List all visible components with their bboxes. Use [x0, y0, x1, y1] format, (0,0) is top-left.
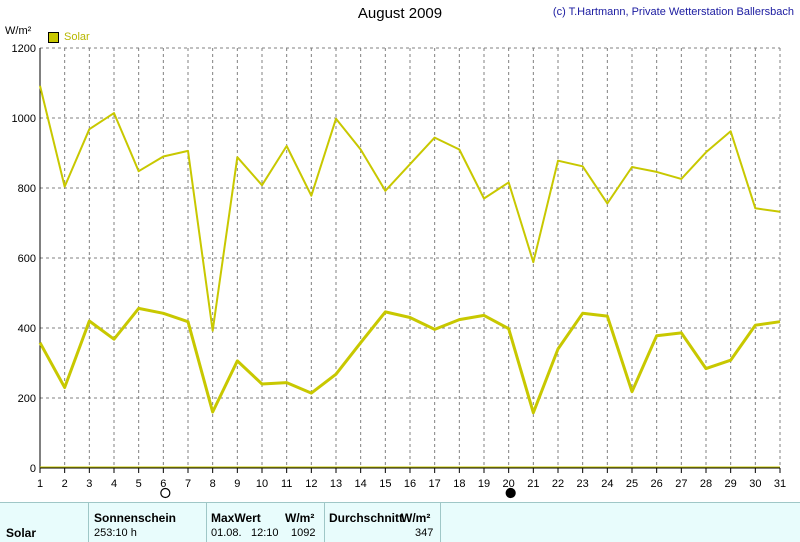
x-tick-label: 12 [305, 478, 317, 490]
x-tick-label: 23 [577, 478, 589, 490]
x-tick-label: 17 [429, 478, 441, 490]
summary-panel: Solar Sonnenschein 253:10 h MaxWert W/m²… [0, 502, 800, 542]
x-tick-label: 30 [749, 478, 761, 490]
x-tick-label: 10 [256, 478, 268, 490]
y-tick-label: 600 [18, 253, 36, 265]
x-tick-label: 22 [552, 478, 564, 490]
x-tick-label: 16 [404, 478, 416, 490]
x-tick-label: 24 [601, 478, 613, 490]
y-tick-label: 800 [18, 183, 36, 195]
max-time: 12:10 [251, 527, 279, 539]
x-tick-label: 13 [330, 478, 342, 490]
x-tick-label: 7 [185, 478, 191, 490]
avg-cell: Durchschnitt W/m² 347 [325, 503, 441, 542]
max-value: 1092 [291, 527, 315, 539]
sunshine-cell: Sonnenschein 253:10 h [89, 503, 207, 542]
x-tick-label: 4 [111, 478, 117, 490]
x-tick-label: 15 [379, 478, 391, 490]
y-tick-label: 400 [18, 323, 36, 335]
x-tick-label: 20 [503, 478, 515, 490]
x-tick-label: 29 [725, 478, 737, 490]
x-tick-label: 27 [675, 478, 687, 490]
new-moon-icon [506, 489, 515, 498]
x-tick-label: 31 [774, 478, 786, 490]
max-cell: MaxWert W/m² 01.08. 12:10 1092 [207, 503, 325, 542]
full-moon-icon [161, 489, 170, 498]
x-tick-label: 9 [234, 478, 240, 490]
x-tick-label: 5 [136, 478, 142, 490]
summary-label-cell: Solar [0, 503, 89, 542]
x-tick-label: 11 [281, 478, 292, 490]
x-tick-label: 8 [210, 478, 216, 490]
avg-unit: W/m² [401, 511, 430, 525]
x-tick-label: 21 [527, 478, 539, 490]
x-tick-label: 14 [355, 478, 367, 490]
y-tick-label: 1200 [12, 43, 36, 55]
y-tick-label: 1000 [12, 113, 36, 125]
x-tick-label: 26 [651, 478, 663, 490]
sunshine-header: Sonnenschein [94, 511, 176, 525]
x-tick-label: 28 [700, 478, 712, 490]
x-tick-label: 19 [478, 478, 490, 490]
y-tick-label: 0 [30, 463, 36, 475]
avg-value: 347 [415, 527, 433, 539]
max-header: MaxWert [211, 511, 261, 525]
x-tick-label: 2 [62, 478, 68, 490]
x-tick-label: 25 [626, 478, 638, 490]
max-date: 01.08. [211, 527, 242, 539]
y-tick-label: 200 [18, 393, 36, 405]
summary-row-label: Solar [6, 526, 36, 540]
x-tick-label: 3 [86, 478, 92, 490]
avg-header: Durchschnitt [329, 511, 403, 525]
sunshine-value: 253:10 h [94, 527, 137, 539]
x-tick-label: 18 [453, 478, 465, 490]
x-tick-label: 1 [37, 478, 43, 490]
max-unit: W/m² [285, 511, 314, 525]
